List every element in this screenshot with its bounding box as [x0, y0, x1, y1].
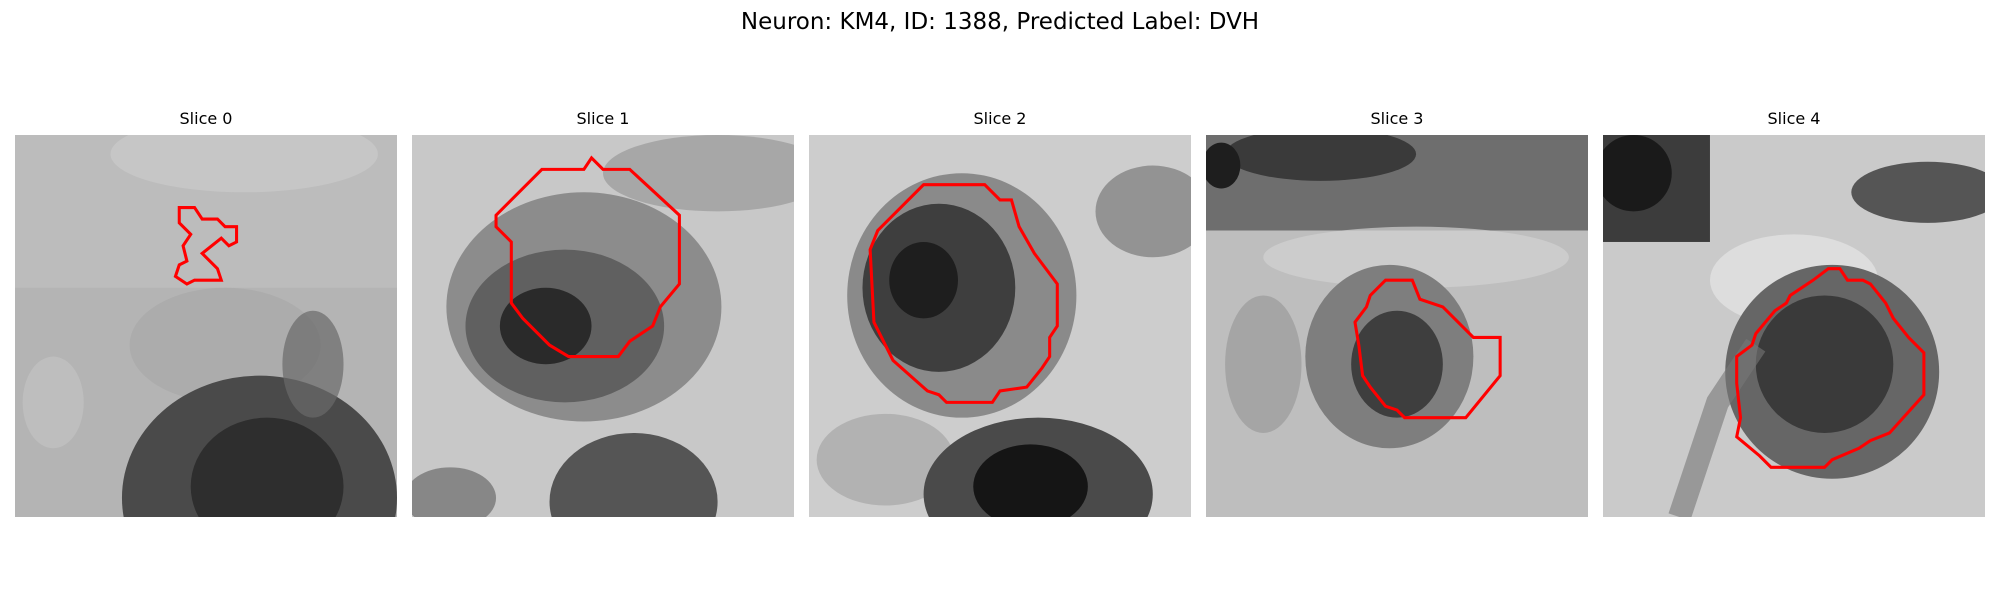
slice-title-3: Slice 3	[1370, 109, 1424, 128]
slice-image-0	[15, 135, 397, 517]
slice-image-1	[412, 135, 794, 517]
roi-contour-1	[494, 155, 681, 359]
slice-image-3	[1206, 135, 1588, 517]
roi-contour-3	[1353, 278, 1502, 420]
slice-title-2: Slice 2	[973, 109, 1027, 128]
roi-contour-2	[868, 183, 1059, 404]
figure-title: Neuron: KM4, ID: 1388, Predicted Label: …	[740, 9, 1260, 35]
slice-title-1: Slice 1	[576, 109, 630, 128]
roi-contour-4	[1735, 267, 1926, 469]
slice-title-0: Slice 0	[179, 109, 233, 128]
slice-title-4: Slice 4	[1767, 109, 1821, 128]
slice-image-4	[1603, 135, 1985, 517]
slice-image-2	[809, 135, 1191, 517]
roi-contour-0	[173, 206, 239, 286]
